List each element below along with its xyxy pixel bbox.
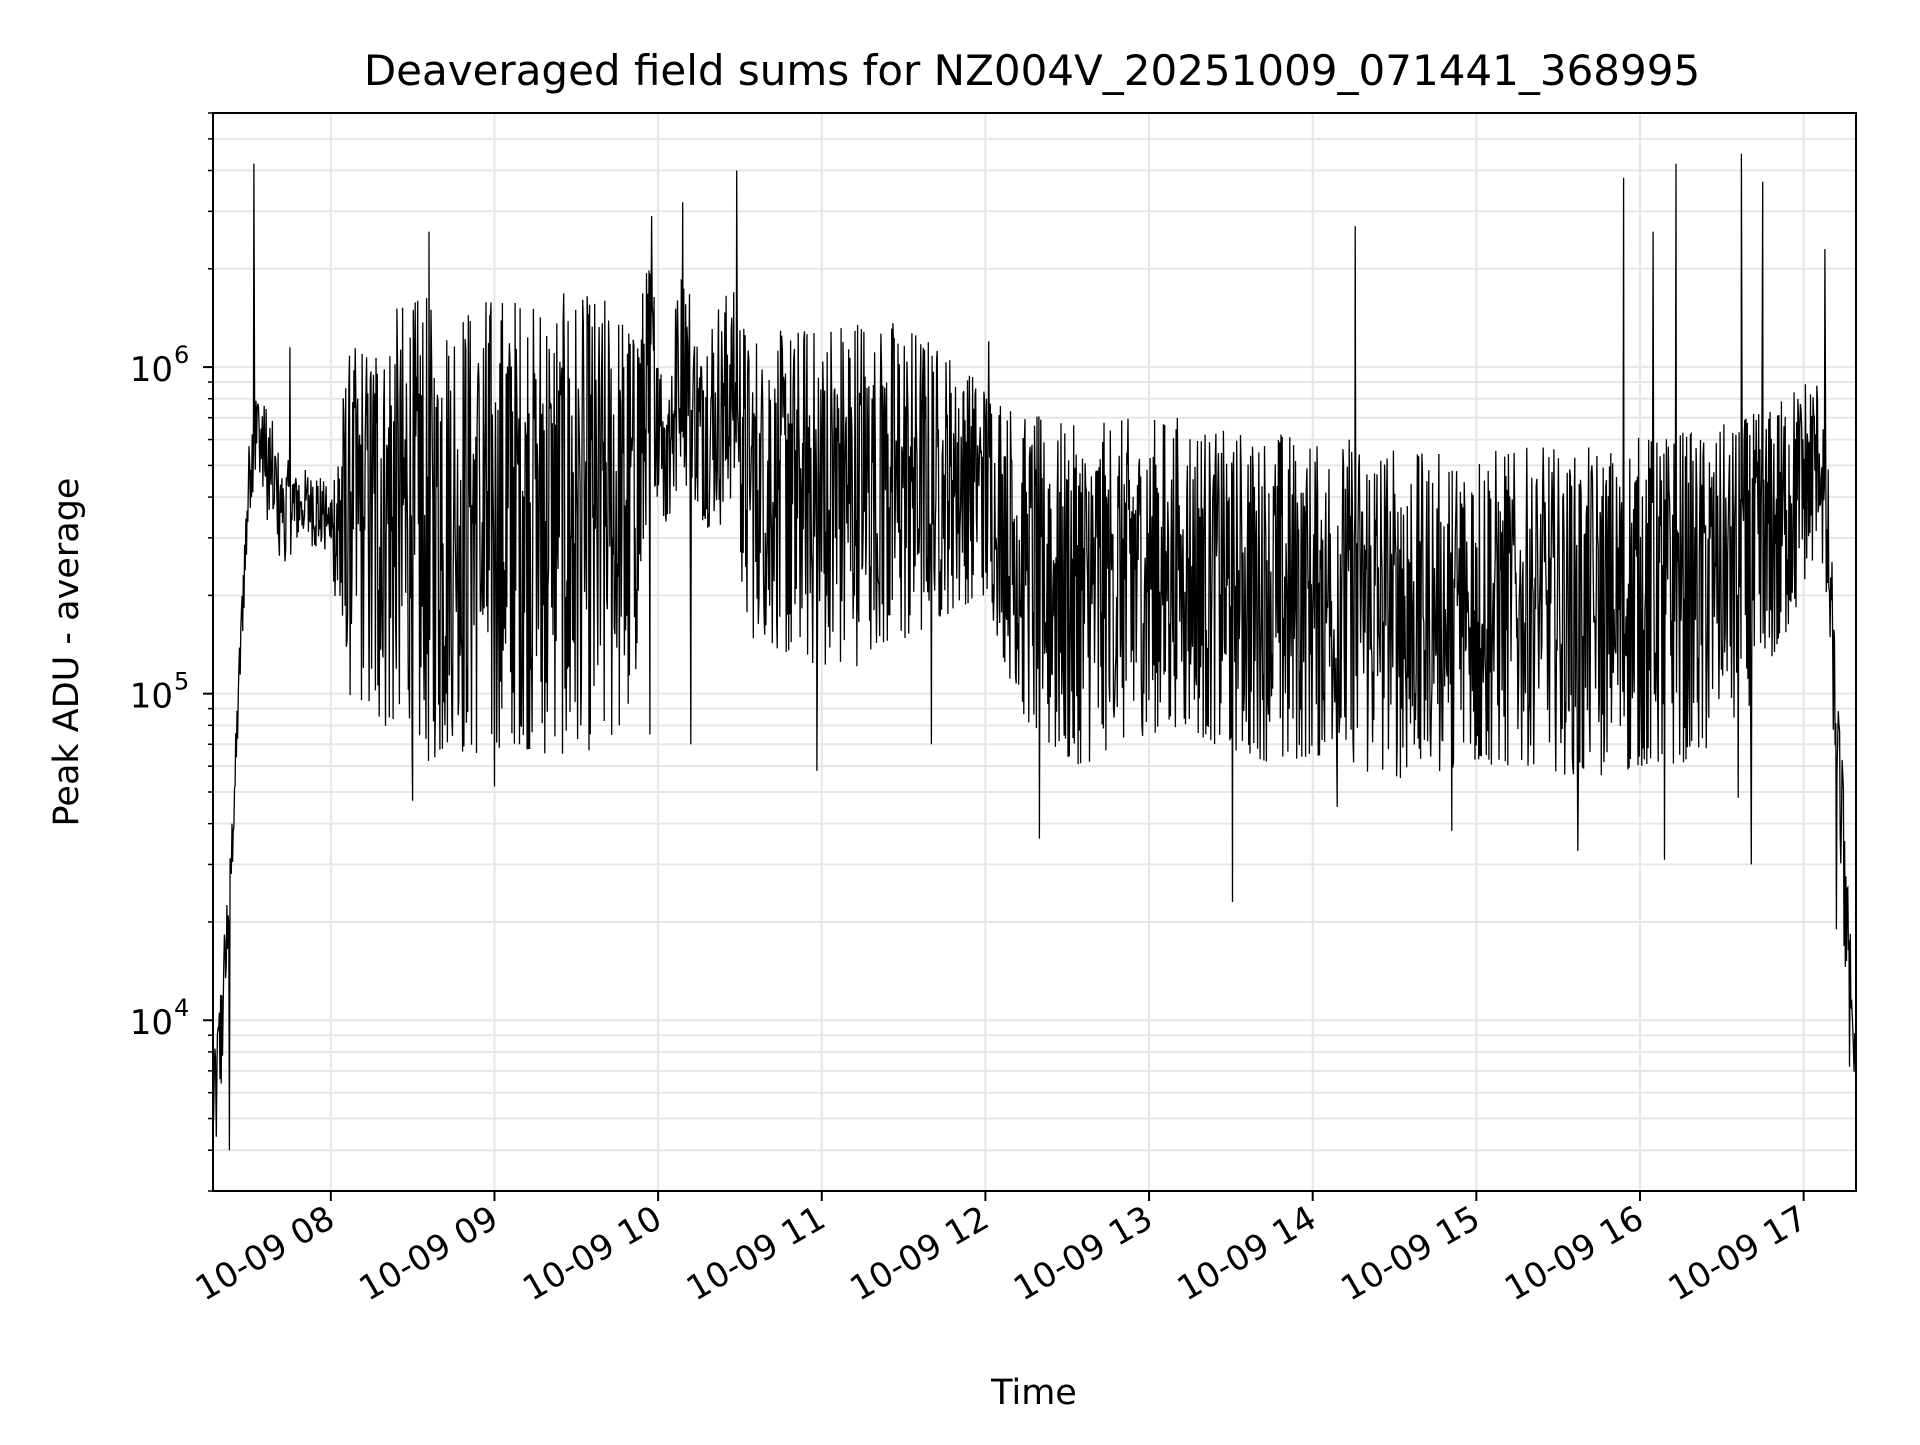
y-tick-label: 10: [130, 350, 173, 390]
data-series: [212, 153, 1857, 1151]
y-tick-exponent: 4: [174, 994, 189, 1022]
plot-frame: [212, 112, 1857, 1192]
y-tick-label: 10: [130, 1003, 173, 1043]
y-axis-label: Peak ADU - average: [47, 478, 87, 827]
y-tick-exponent: 5: [174, 668, 189, 696]
chart-title: Deaveraged field sums for NZ004V_2025100…: [364, 46, 1700, 95]
y-tick-label: 10: [130, 677, 173, 717]
x-axis-label: Time: [990, 1373, 1077, 1413]
y-tick-exponent: 6: [174, 341, 189, 369]
series-line: [212, 153, 1857, 1151]
